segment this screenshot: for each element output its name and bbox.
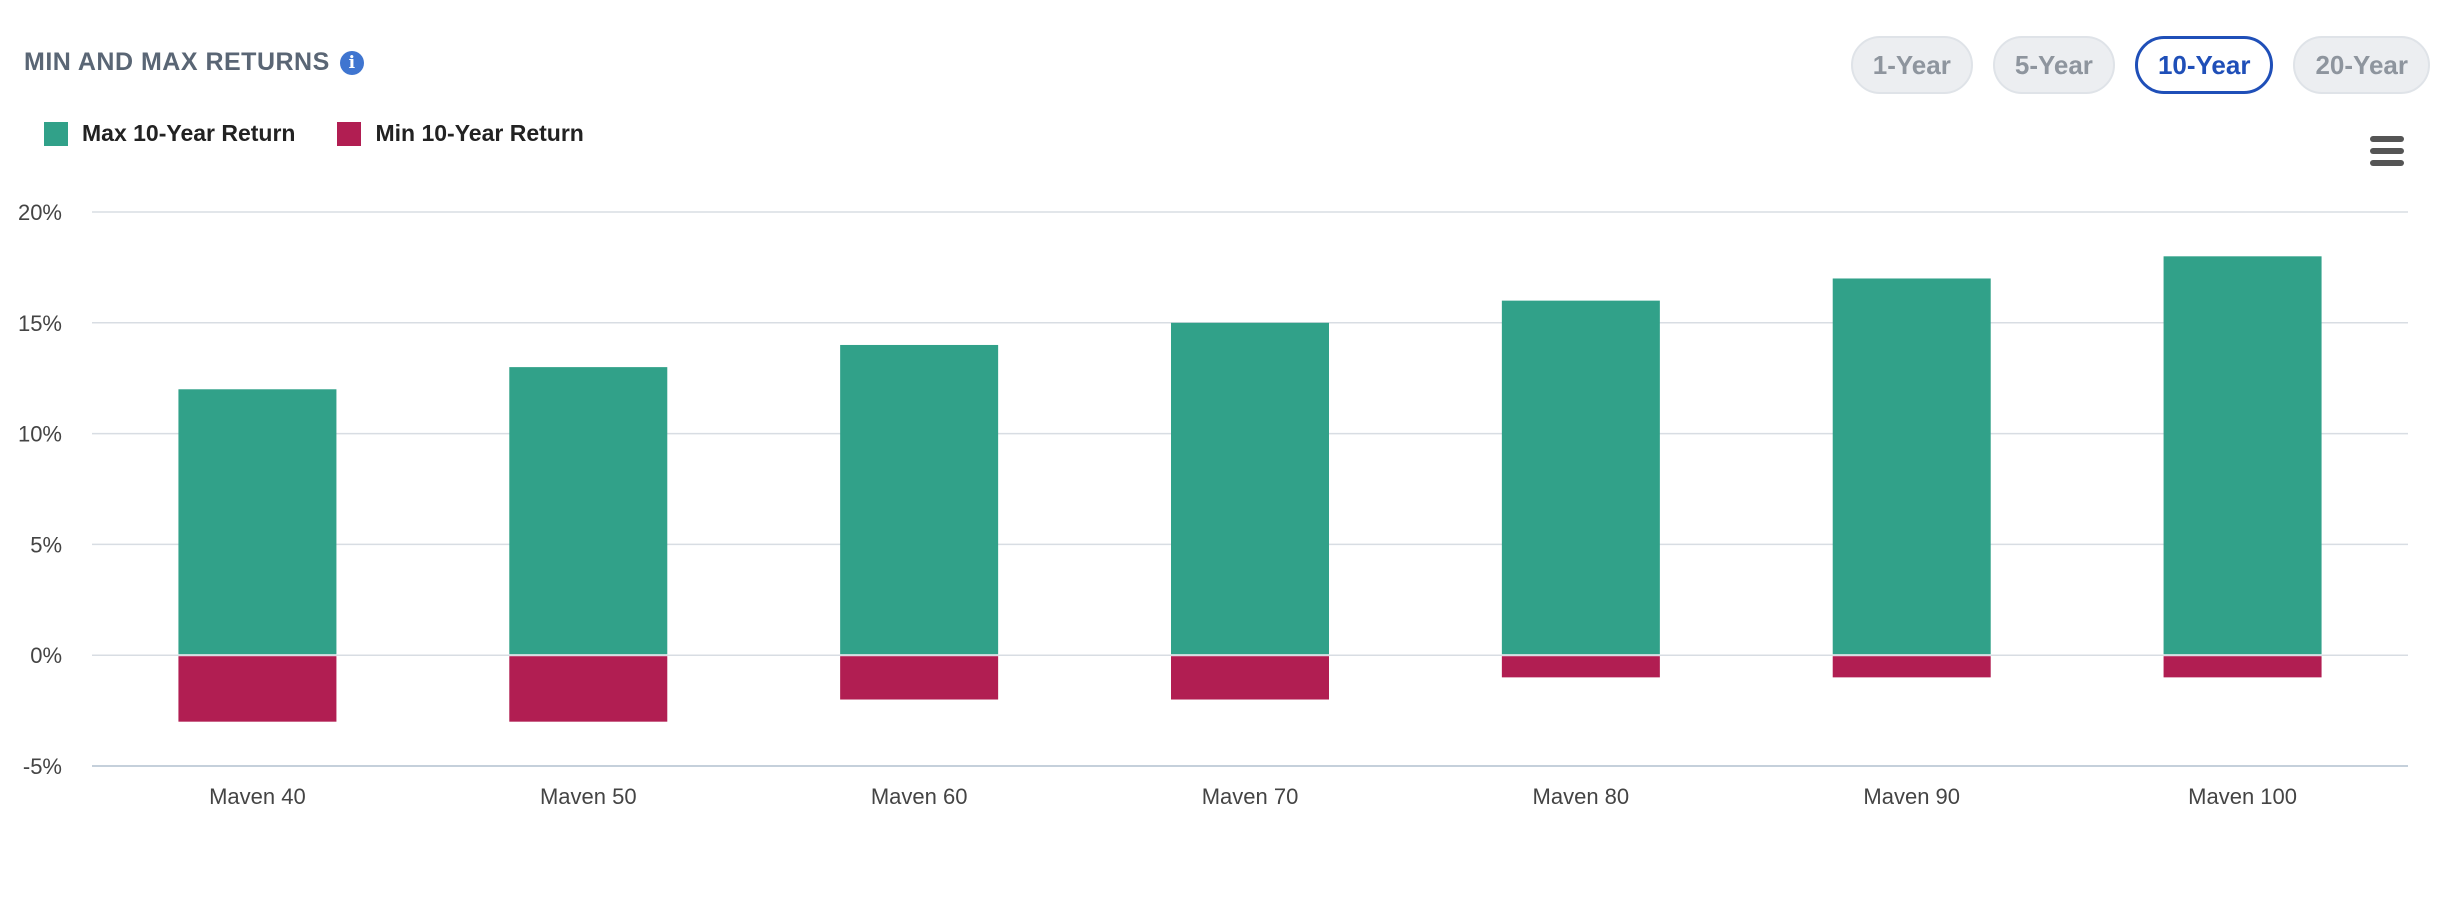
bar-min-maven-50 — [509, 656, 668, 722]
bar-min-maven-90 — [1832, 656, 1991, 678]
chart-legend: Max 10-Year Return Min 10-Year Return — [44, 120, 626, 147]
period-button-10-year[interactable]: 10-Year — [2134, 36, 2274, 94]
chart-header: MIN AND MAX RETURNS i — [24, 48, 364, 77]
legend-swatch-min — [337, 121, 362, 146]
bar-max-maven-70 — [1171, 322, 1329, 655]
legend-item-min[interactable]: Min 10-Year Return — [337, 120, 584, 147]
x-tick-label: Maven 90 — [1863, 784, 1960, 809]
bar-min-maven-40 — [178, 656, 337, 722]
x-tick-label: Maven 70 — [1202, 784, 1299, 809]
y-tick-label: -5% — [23, 754, 62, 779]
legend-label-max: Max 10-Year Return — [82, 120, 296, 146]
y-tick-label: 0% — [30, 643, 62, 668]
bar-max-maven-90 — [1832, 278, 1991, 655]
bar-max-maven-60 — [840, 344, 999, 655]
hamburger-menu-icon[interactable] — [2370, 136, 2404, 166]
x-tick-label: Maven 40 — [209, 784, 306, 809]
x-tick-label: Maven 80 — [1533, 784, 1630, 809]
bar-max-maven-80 — [1501, 300, 1660, 655]
bar-max-maven-40 — [178, 389, 337, 655]
info-icon[interactable]: i — [339, 50, 364, 75]
period-button-1-year[interactable]: 1-Year — [1850, 36, 1973, 94]
x-tick-label: Maven 50 — [540, 784, 637, 809]
period-selector: 1-Year 5-Year 10-Year 20-Year — [1850, 36, 2430, 94]
y-tick-label: 15% — [18, 311, 62, 336]
period-button-20-year[interactable]: 20-Year — [2293, 36, 2430, 94]
chart-title: MIN AND MAX RETURNS — [24, 48, 330, 76]
bar-max-maven-50 — [509, 367, 668, 655]
legend-swatch-max — [44, 121, 68, 146]
bar-min-maven-80 — [1501, 656, 1660, 678]
y-tick-label: 20% — [18, 200, 62, 225]
bar-min-maven-60 — [840, 656, 999, 700]
y-tick-label: 10% — [18, 422, 62, 447]
y-tick-label: 5% — [30, 532, 62, 557]
bar-min-maven-100 — [2163, 656, 2322, 678]
x-tick-label: Maven 60 — [871, 784, 968, 809]
period-button-5-year[interactable]: 5-Year — [1992, 36, 2115, 94]
bar-min-maven-70 — [1171, 656, 1329, 700]
legend-item-max[interactable]: Max 10-Year Return — [44, 120, 295, 147]
x-tick-label: Maven 100 — [2188, 784, 2297, 809]
bar-max-maven-100 — [2163, 256, 2322, 655]
legend-label-min: Min 10-Year Return — [375, 120, 584, 146]
